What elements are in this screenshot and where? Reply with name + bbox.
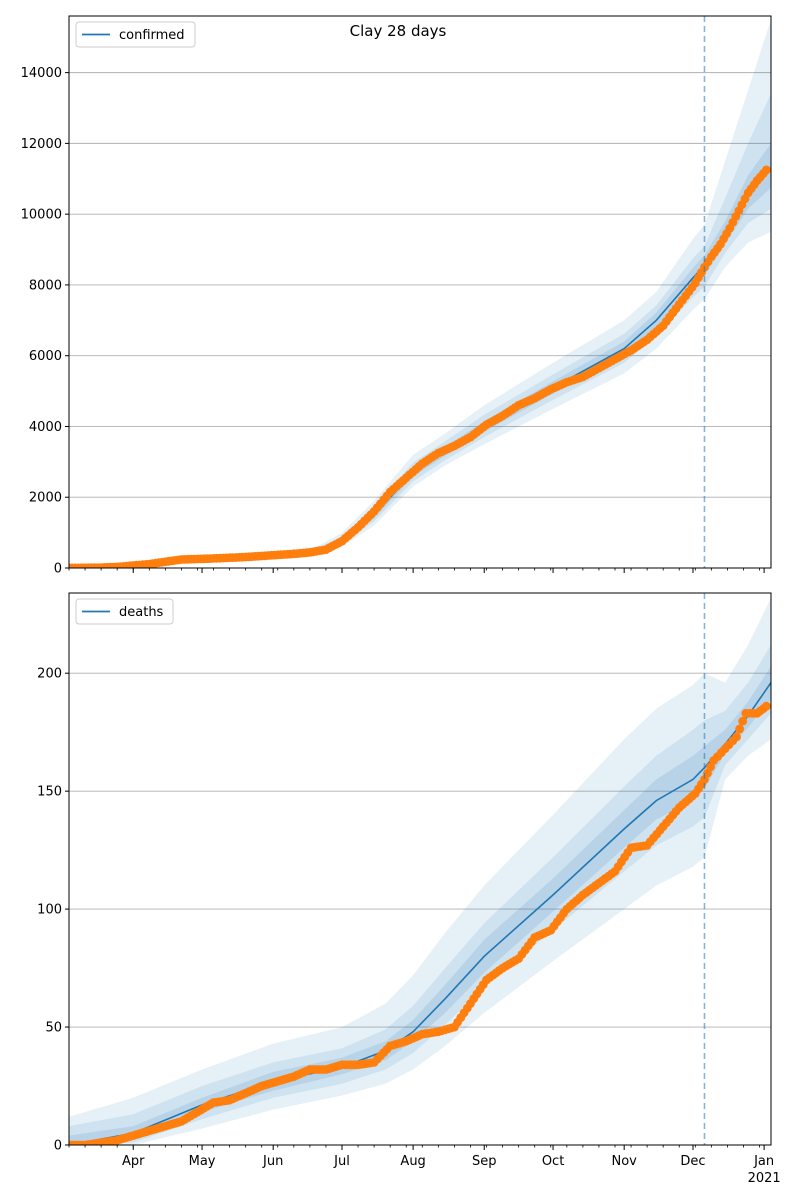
actual-point (762, 165, 771, 175)
y-tick-label: 50 (45, 1021, 62, 1036)
plot-area (69, 19, 771, 568)
y-tick-label: 0 (54, 1139, 62, 1154)
y-tick-label: 6000 (29, 349, 62, 364)
legend-box (75, 21, 196, 48)
axes-frame (68, 15, 772, 569)
x-tick-label: Jun (262, 1154, 283, 1169)
y-tick-label: 2000 (29, 491, 62, 506)
y-tick-label: 10000 (21, 208, 62, 223)
actual-point (762, 701, 771, 711)
legend-label: confirmed (119, 28, 185, 43)
plot-area (69, 597, 771, 1145)
x-tick-label: Oct (542, 1154, 564, 1169)
uncertainty-band-middle (69, 93, 771, 568)
legend-label: deaths (119, 605, 164, 620)
x-tick-label: Jul (333, 1154, 350, 1169)
model-line (69, 167, 771, 568)
deaths-chart: 0 50 100 150 200 Apr May Jun Jul Aug Sep Oct Nov Dec J… (37, 592, 781, 1186)
legend-box (75, 598, 174, 625)
x-tick-label: Jan (753, 1154, 774, 1169)
uncertainty-band-middle (69, 644, 771, 1145)
y-tick-label: 100 (37, 903, 62, 918)
y-tick-label: 150 (37, 785, 62, 800)
x-tick-label: Sep (472, 1154, 497, 1169)
y-tick-label: 200 (37, 667, 62, 682)
x-tick-label: Nov (611, 1154, 637, 1169)
y-tick-label: 4000 (29, 420, 62, 435)
x-tick-label: Apr (122, 1154, 145, 1169)
actual-point (738, 716, 748, 726)
actual-point (732, 732, 741, 742)
x-tick-label: Aug (400, 1154, 425, 1169)
axes-frame (68, 592, 772, 1146)
confirmed-chart: 0 2000 4000 6000 8000 10000 12000 14000 confirme… (21, 15, 772, 577)
figure-title: Clay 28 days (350, 22, 447, 40)
y-tick-label: 12000 (21, 137, 62, 152)
actual-point (735, 724, 744, 734)
x-tick-label: May (189, 1154, 216, 1169)
x-tick-label: Dec (680, 1154, 705, 1169)
y-tick-label: 14000 (21, 66, 62, 81)
uncertainty-band-outer (69, 597, 771, 1145)
y-tick-label: 0 (54, 562, 62, 577)
x-year-label: 2021 (748, 1171, 781, 1186)
uncertainty-band-outer (69, 19, 771, 568)
y-tick-label: 8000 (29, 278, 62, 293)
